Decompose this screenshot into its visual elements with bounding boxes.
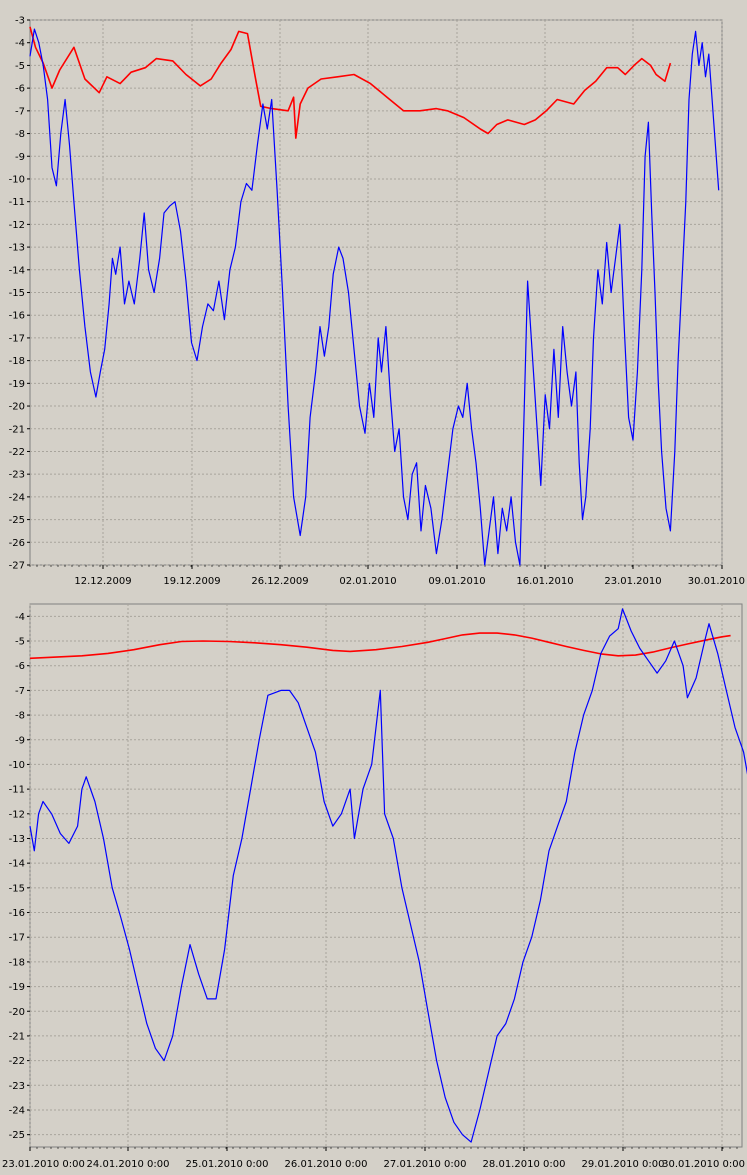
y-tick-label: -6 — [15, 84, 25, 95]
y-tick-label: -23 — [9, 470, 25, 481]
y-tick-label: -5 — [15, 61, 25, 72]
x-tick-label: 26.12.2009 — [251, 576, 308, 587]
y-tick-label: -7 — [15, 106, 25, 117]
y-tick-label: -25 — [9, 515, 25, 526]
x-tick-label: 30.01.2010 — [688, 576, 745, 587]
x-tick-label: 16.01.2010 — [516, 576, 573, 587]
y-tick-label: -18 — [9, 957, 25, 968]
y-tick-label: -17 — [9, 333, 25, 344]
x-tick-label: 23.01.2010 — [604, 576, 661, 587]
x-tick-label: 23.01.2010 0:00 — [2, 1159, 85, 1170]
y-tick-label: -13 — [9, 834, 25, 845]
y-tick-label: -12 — [9, 809, 25, 820]
series-line-red — [29, 632, 731, 660]
x-tick-label: 19.12.2009 — [163, 576, 220, 587]
y-tick-label: -19 — [9, 982, 25, 993]
y-tick-label: -26 — [9, 538, 25, 549]
y-tick-label: -13 — [9, 243, 25, 254]
y-tick-label: -8 — [15, 129, 25, 140]
plot-area — [29, 603, 743, 1148]
y-tick-label: -9 — [15, 735, 25, 746]
y-tick-label: -22 — [9, 447, 25, 458]
y-tick-label: -8 — [15, 711, 25, 722]
y-tick-label: -27 — [9, 561, 25, 572]
y-tick-label: -10 — [9, 174, 25, 185]
x-tick-label: 29.01.2010 0:00 — [582, 1159, 665, 1170]
x-tick-label: 25.01.2010 0:00 — [186, 1159, 269, 1170]
y-tick-label: -3 — [15, 16, 25, 27]
y-tick-label: -6 — [15, 661, 25, 672]
y-tick-label: -25 — [9, 1130, 25, 1141]
y-tick-label: -23 — [9, 1081, 25, 1092]
x-tick-label: 27.01.2010 0:00 — [384, 1159, 467, 1170]
y-tick-label: -21 — [9, 1031, 25, 1042]
x-tick-label: 30.01.2010 0:00 — [662, 1159, 745, 1170]
x-tick-label: 09.01.2010 — [428, 576, 485, 587]
y-tick-label: -9 — [15, 152, 25, 163]
y-tick-label: -18 — [9, 356, 25, 367]
series-line-red — [29, 26, 672, 139]
series-line-blue — [29, 28, 720, 566]
y-tick-label: -15 — [9, 883, 25, 894]
y-tick-label: -20 — [9, 1007, 25, 1018]
y-tick-label: -22 — [9, 1056, 25, 1067]
y-tick-label: -21 — [9, 424, 25, 435]
y-tick-label: -19 — [9, 379, 25, 390]
y-tick-label: -7 — [15, 686, 25, 697]
y-tick-label: -10 — [9, 760, 25, 771]
y-tick-label: -4 — [15, 612, 25, 623]
y-tick-label: -24 — [9, 1105, 25, 1116]
y-tick-label: -17 — [9, 933, 25, 944]
chart-top: -27 -26 -25 -24 -23 -22 -21 -20 -19 -18 -17 -16 -15 -… — [9, 16, 745, 588]
x-tick-label: 24.01.2010 0:00 — [87, 1159, 170, 1170]
x-tick-label: 02.01.2010 — [339, 576, 396, 587]
chart-bottom: -25 -24 -23 -22 -21 -20 -19 -18 -17 -16 -15 -14 -13 -… — [2, 603, 747, 1170]
y-tick-label: -14 — [9, 859, 25, 870]
x-tick-label: 26.01.2010 0:00 — [285, 1159, 368, 1170]
y-tick-label: -5 — [15, 637, 25, 648]
y-tick-label: -16 — [9, 908, 25, 919]
y-tick-label: -4 — [15, 38, 25, 49]
y-tick-label: -12 — [9, 220, 25, 231]
y-tick-label: -20 — [9, 402, 25, 413]
y-tick-label: -14 — [9, 265, 25, 276]
x-tick-label: 12.12.2009 — [74, 576, 131, 587]
x-tick-label: 28.01.2010 0:00 — [483, 1159, 566, 1170]
y-tick-label: -15 — [9, 288, 25, 299]
y-tick-label: -16 — [9, 311, 25, 322]
y-tick-label: -24 — [9, 492, 25, 503]
series-line-blue — [29, 608, 747, 1143]
y-tick-label: -11 — [9, 785, 25, 796]
y-tick-label: -11 — [9, 197, 25, 208]
